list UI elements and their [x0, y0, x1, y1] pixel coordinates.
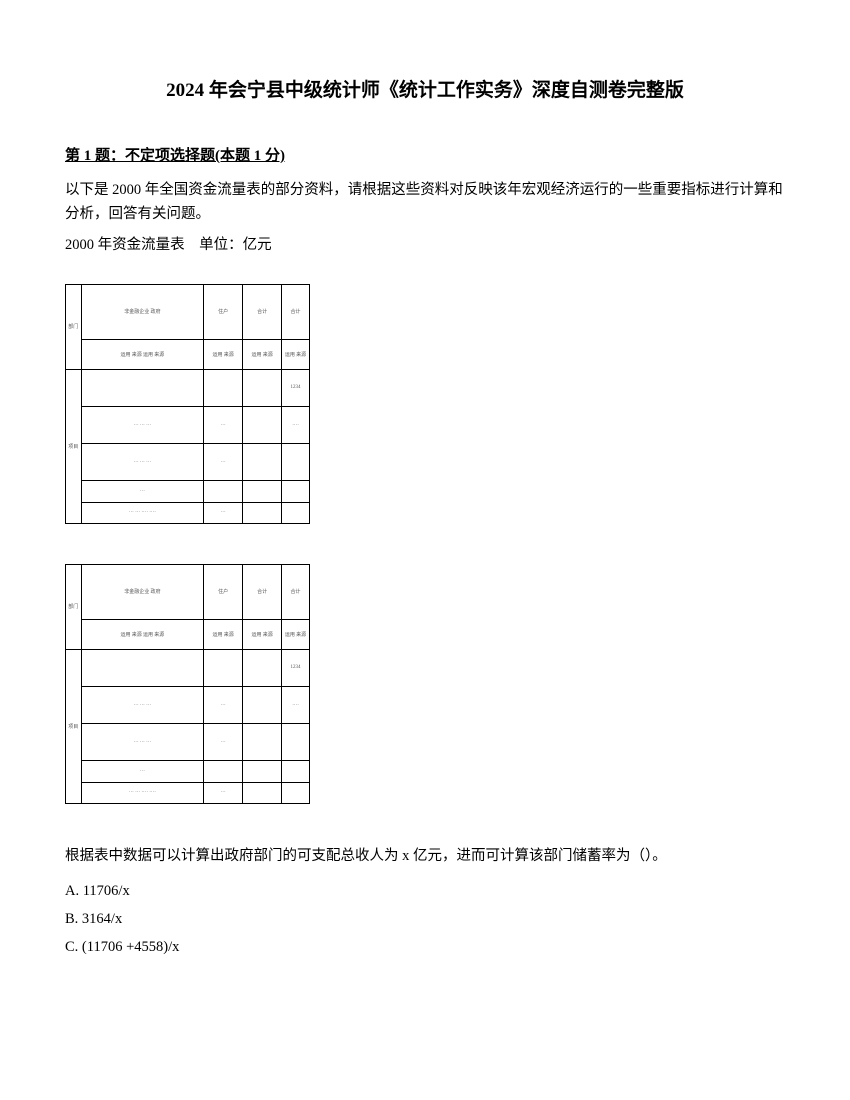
option-b: B. 3164/x [65, 906, 785, 934]
table-cell: ··· [204, 724, 243, 761]
table-subheader-cell: 运用 来源 [243, 340, 282, 370]
table-cell [243, 649, 282, 686]
option-c: C. (11706 +4558)/x [65, 934, 785, 962]
table-cell [282, 481, 310, 502]
table-header-cell: 合计 [282, 284, 310, 339]
table-cell [243, 481, 282, 502]
table-section-label: 项目 [66, 369, 82, 523]
data-table-1: 部门 非金融企业 政府 住户 合计 合计 运用 来源 运用 来源 运用 来源 运… [65, 284, 785, 524]
table-cell [243, 406, 282, 443]
table-cell: ··· [81, 481, 204, 502]
table-unit: 单位：亿元 [199, 237, 272, 253]
table-header-cell: 非金融企业 政府 [81, 284, 204, 339]
table-subheader-cell: 运用 来源 [243, 620, 282, 650]
table-cell [282, 761, 310, 782]
table-header-cell: 合计 [243, 564, 282, 619]
table-cell [282, 724, 310, 761]
table-cell [204, 761, 243, 782]
answer-prompt: 根据表中数据可以计算出政府部门的可支配总收人为 x 亿元，进而可计算该部门储蓄率… [65, 844, 785, 869]
question-type: 不定项选择题(本题 1 分) [125, 148, 285, 164]
table-cell: ··· ··· ··· [81, 724, 204, 761]
table-header-cell: 合计 [243, 284, 282, 339]
page-title: 2024 年会宁县中级统计师《统计工作实务》深度自测卷完整版 [65, 75, 785, 102]
table-cell: ··· [81, 761, 204, 782]
table-subheader-cell: 运用 来源 [204, 620, 243, 650]
table-cell: ···· [282, 406, 310, 443]
table-corner: 部门 [66, 284, 82, 369]
table-info: 2000 年资金流量表 单位：亿元 [65, 233, 785, 254]
table-subheader-cell: 运用 来源 [204, 340, 243, 370]
table-cell [243, 761, 282, 782]
table-cell [204, 649, 243, 686]
table-header-cell: 住户 [204, 284, 243, 339]
table-cell: ··· ··· ··· [81, 686, 204, 723]
table-cell [204, 481, 243, 502]
table-cell [243, 369, 282, 406]
table-cell [81, 649, 204, 686]
table-cell: ··· [204, 502, 243, 523]
table-cell: ···· [282, 686, 310, 723]
data-table-2: 部门 非金融企业 政府 住户 合计 合计 运用 来源 运用 来源 运用 来源 运… [65, 564, 785, 804]
option-a: A. 11706/x [65, 878, 785, 906]
table-cell [243, 502, 282, 523]
table-subheader-cell: 运用 来源 运用 来源 [81, 620, 204, 650]
table-section-label: 项目 [66, 649, 82, 803]
table-cell: ··· ··· ···· ···· [81, 782, 204, 803]
table-cell: ··· ··· ··· [81, 406, 204, 443]
table-subheader-cell: 运用 来源 [282, 620, 310, 650]
table-cell [282, 782, 310, 803]
table-cell: ··· [204, 782, 243, 803]
table-cell [243, 686, 282, 723]
table-corner: 部门 [66, 564, 82, 649]
table-cell: ··· ··· ··· [81, 444, 204, 481]
table-label: 2000 年资金流量表 [65, 237, 185, 253]
table-cell [282, 444, 310, 481]
table-cell: ··· [204, 686, 243, 723]
table-cell [243, 444, 282, 481]
table-cell [81, 369, 204, 406]
table-cell [243, 782, 282, 803]
table-cell [204, 369, 243, 406]
question-header: 第 1 题：不定项选择题(本题 1 分) [65, 144, 785, 165]
table-cell: ··· [204, 406, 243, 443]
table-subheader-cell: 运用 来源 [282, 340, 310, 370]
table-cell: 1234 [282, 649, 310, 686]
table-cell [282, 502, 310, 523]
table-header-cell: 住户 [204, 564, 243, 619]
table-cell: 1234 [282, 369, 310, 406]
table-cell: ··· [204, 444, 243, 481]
table-cell [243, 724, 282, 761]
table-cell: ··· ··· ···· ···· [81, 502, 204, 523]
question-body-text: 以下是 2000 年全国资金流量表的部分资料，请根据这些资料对反映该年宏观经济运… [65, 179, 785, 227]
table-subheader-cell: 运用 来源 运用 来源 [81, 340, 204, 370]
question-number: 第 1 题： [65, 148, 125, 164]
table-header-cell: 合计 [282, 564, 310, 619]
table-header-cell: 非金融企业 政府 [81, 564, 204, 619]
